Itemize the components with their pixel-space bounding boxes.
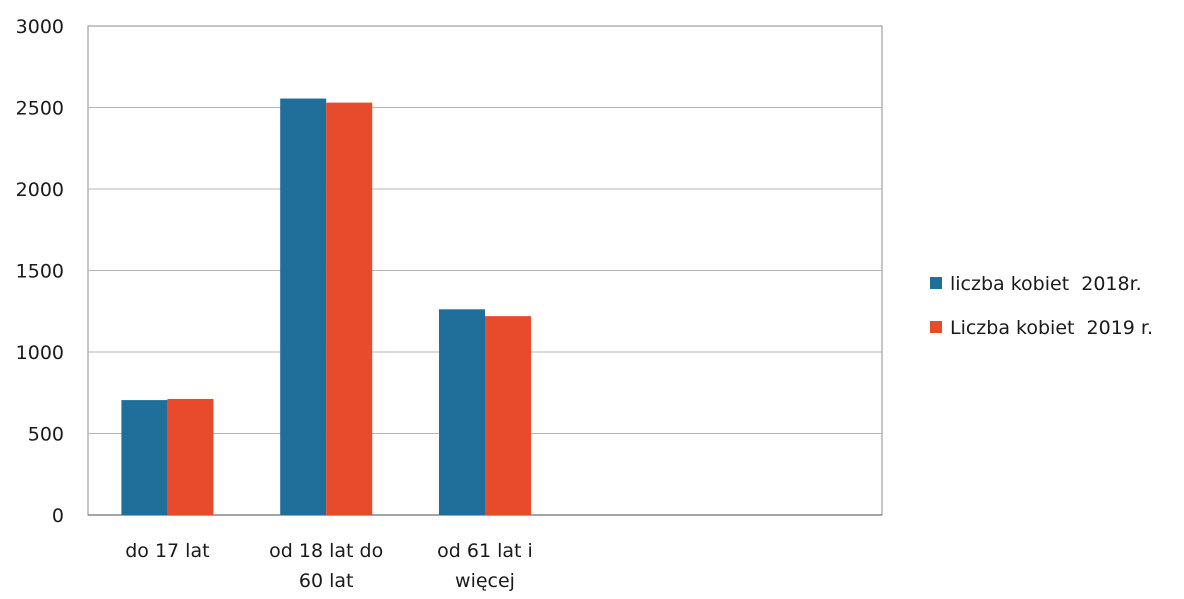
x-category-label-line: do 17 lat: [125, 540, 209, 562]
bar-2018-1: [121, 400, 168, 515]
legend-label-2018: liczba kobiet 2018r.: [950, 273, 1142, 295]
legend-swatch-2019: [930, 321, 942, 333]
y-tick-label: 3000: [16, 16, 64, 38]
y-tick-label: 1500: [16, 261, 64, 283]
x-category-label-line: od 18 lat do: [269, 540, 383, 562]
y-tick-label: 500: [28, 424, 64, 446]
bar-2019-1: [167, 398, 214, 515]
y-tick-label: 1000: [16, 342, 64, 364]
x-category-label: od 18 lat do 60 lat: [269, 540, 383, 592]
x-category-label-line: 60 lat: [299, 570, 354, 592]
x-category-label-line: więcej: [455, 570, 515, 592]
y-tick-label: 2000: [16, 179, 64, 201]
bar-2019-3: [485, 316, 531, 515]
y-tick-label: 0: [52, 505, 64, 527]
legend-swatch-2018: [930, 277, 942, 289]
bar-2018-3: [439, 309, 485, 515]
bar-2018-2: [280, 98, 327, 515]
bar-2019-2: [326, 102, 373, 516]
y-tick-label: 2500: [16, 98, 64, 120]
x-category-label: do 17 lat: [125, 540, 209, 562]
x-category-label-line: od 61 lat i: [437, 540, 533, 562]
x-category-label: od 61 lat i więcej: [437, 540, 533, 592]
legend-label-2019: Liczba kobiet 2019 r.: [950, 317, 1153, 339]
